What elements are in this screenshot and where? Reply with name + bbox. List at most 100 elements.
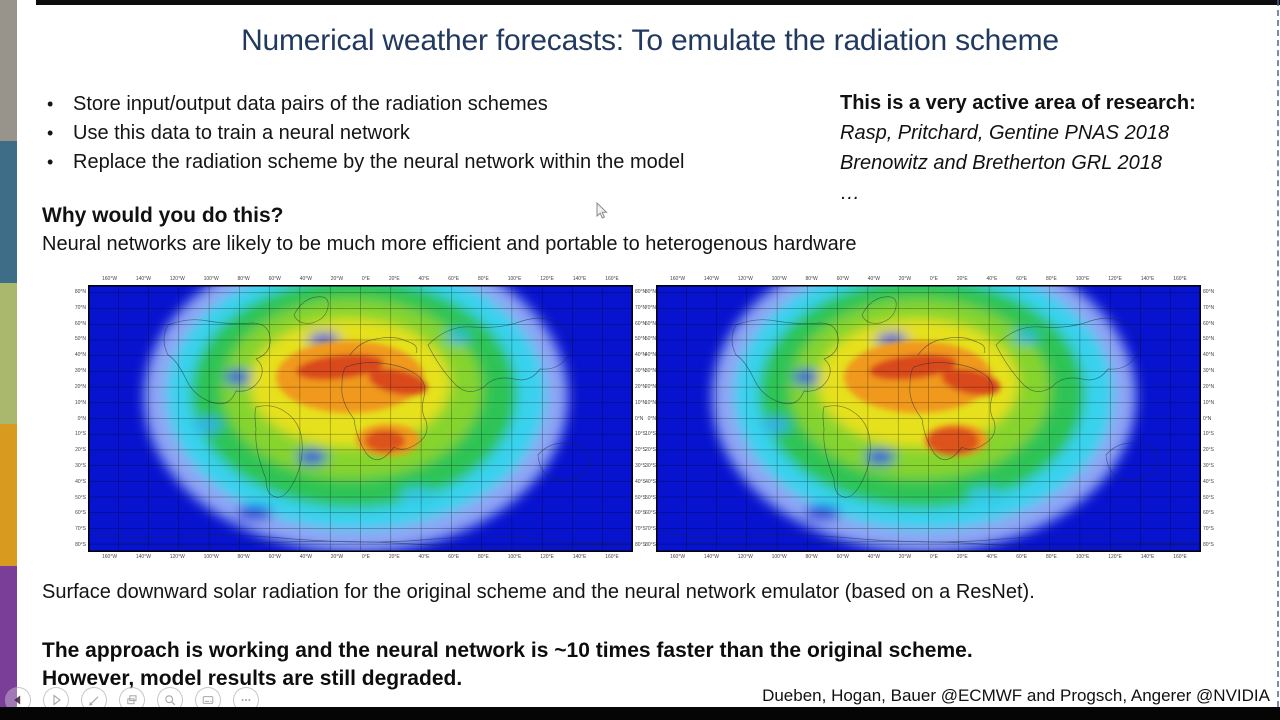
reference: Rasp, Pritchard, Gentine PNAS 2018	[840, 122, 1170, 144]
axis-tick-label: 70°N	[1203, 304, 1215, 311]
axis-tick-label: 140°E	[1140, 276, 1155, 282]
axis-tick-label: 30°N	[635, 368, 647, 375]
axis-tick-label: 20°N	[1203, 383, 1215, 390]
axis-tick-label: 40°N	[635, 352, 647, 359]
axis-tick-label: 40°N	[644, 352, 656, 359]
axis-tick-label: 40°E	[986, 554, 998, 560]
axis-tick-label: 40°S	[1203, 478, 1214, 485]
axis-tick-label: 70°S	[1203, 526, 1214, 533]
figure-caption: Surface downward solar radiation for the…	[42, 581, 1035, 603]
lat-axis-right: 80°N 70°N 60°N 50°N 40°N 30°N 20°N 10°N 0°N 10°S 2…	[635, 285, 648, 552]
top-black-bar	[36, 0, 1280, 5]
axis-tick-label: 20°W	[898, 276, 912, 282]
axis-tick-label: 80°E	[1045, 554, 1057, 560]
axis-tick-label: 160°E	[605, 554, 619, 560]
axis-tick-label: 80°S	[645, 542, 656, 548]
axis-tick-label: 100°E	[507, 554, 522, 560]
axis-tick-label: 70°S	[75, 526, 86, 533]
axis-tick-label: 80°W	[237, 554, 250, 560]
axis-tick-label: 60°N	[644, 320, 656, 327]
axis-tick-label: 20°S	[75, 447, 86, 454]
axis-tick-label: 40°E	[418, 276, 430, 282]
axis-tick-label: 80°N	[74, 289, 86, 295]
right-dashed-border	[1277, 0, 1279, 707]
radiation-map-original	[88, 285, 633, 552]
why-heading: Why would you do this?	[42, 204, 284, 227]
axis-tick-label: 80°W	[805, 554, 818, 560]
axis-tick-label: 40°W	[867, 554, 880, 560]
ellipsis-icon	[241, 699, 251, 701]
axis-tick-label: 60°W	[268, 554, 281, 560]
pen-icon	[89, 696, 99, 706]
axis-tick-label: 20°N	[635, 383, 647, 390]
axis-tick-label: 140°W	[135, 554, 151, 560]
axis-tick-label: 30°S	[75, 462, 86, 469]
axis-tick-label: 120°E	[540, 554, 554, 560]
axis-tick-label: 60°E	[1016, 554, 1028, 560]
axis-tick-label: 100°E	[1075, 276, 1090, 282]
axis-tick-label: 10°N	[644, 399, 656, 406]
axis-tick-label: 140°E	[572, 554, 587, 560]
conclusion-line: However, model results are still degrade…	[42, 667, 463, 690]
axis-tick-label: 120°W	[737, 554, 753, 560]
axis-tick-label: 140°E	[572, 276, 587, 282]
axis-tick-label: 140°W	[703, 554, 719, 560]
axis-tick-label: 60°N	[74, 320, 86, 327]
axis-tick-label: 70°N	[635, 304, 647, 311]
axis-tick-label: 20°S	[1203, 447, 1214, 454]
lon-axis-bottom: 160°W 140°W 120°W 100°W 80°W 60°W 40°W 20°W 0°E 2…	[656, 554, 1201, 560]
axis-tick-label: 100°E	[507, 276, 522, 282]
axis-tick-label: 60°S	[635, 510, 646, 517]
axis-tick-label: 50°S	[635, 494, 646, 501]
axis-tick-label: 80°S	[1203, 542, 1214, 548]
axis-tick-label: 10°N	[635, 399, 647, 406]
axis-tick-label: 40°N	[1203, 352, 1215, 359]
axis-tick-label: 10°N	[1203, 399, 1215, 406]
axis-tick-label: 50°N	[1203, 336, 1215, 343]
axis-tick-label: 80°N	[1203, 289, 1215, 295]
lat-axis-left: 80°N 70°N 60°N 50°N 40°N 30°N 20°N 10°N 0°N 10°S 2…	[644, 285, 656, 552]
axis-tick-label: 50°N	[644, 336, 656, 343]
research-note: This is a very active area of research: …	[840, 88, 1196, 208]
slide-grid-icon	[127, 695, 137, 705]
axis-tick-label: 60°E	[1016, 276, 1028, 282]
axis-tick-label: 0°N	[647, 415, 656, 422]
axis-tick-label: 20°E	[388, 276, 400, 282]
axis-tick-label: 50°N	[635, 336, 647, 343]
strip-segment	[0, 565, 17, 708]
axis-tick-label: 60°E	[448, 276, 460, 282]
slide-edge-color-strip	[0, 0, 17, 708]
axis-tick-label: 20°E	[956, 276, 968, 282]
axis-tick-label: 0°N	[1203, 415, 1212, 422]
axis-tick-label: 20°W	[330, 276, 344, 282]
axis-tick-label: 60°W	[836, 276, 849, 282]
next-arrow-icon	[53, 694, 61, 706]
axis-tick-label: 0°E	[929, 554, 938, 560]
reference: Brenowitz and Bretherton GRL 2018	[840, 152, 1163, 174]
axis-tick-label: 60°W	[268, 276, 281, 282]
author-credit: Dueben, Hogan, Bauer @ECMWF and Progsch,…	[762, 686, 1270, 705]
lon-axis-top: 160°W 140°W 120°W 100°W 80°W 60°W 40°W 20°W 0°E 2…	[656, 276, 1201, 282]
axis-tick-label: 10°S	[645, 431, 656, 438]
axis-tick-label: 80°N	[635, 289, 647, 295]
axis-tick-label: 70°S	[635, 526, 646, 533]
lat-axis-left: 80°N 70°N 60°N 50°N 40°N 30°N 20°N 10°N 0°N 10°S 2…	[62, 285, 86, 552]
axis-tick-label: 10°S	[635, 431, 646, 438]
axis-tick-label: 100°W	[203, 554, 219, 560]
axis-tick-label: 60°S	[1203, 510, 1214, 517]
axis-tick-label: 80°E	[477, 554, 489, 560]
axis-tick-label: 40°S	[645, 478, 656, 485]
axis-tick-label: 120°W	[169, 554, 185, 560]
axis-tick-label: 0°E	[361, 276, 370, 282]
axis-tick-label: 20°N	[644, 383, 656, 390]
mouse-cursor-icon	[596, 201, 608, 225]
axis-tick-label: 160°E	[1173, 276, 1187, 282]
axis-tick-label: 70°N	[644, 304, 656, 311]
axis-tick-label: 20°E	[956, 554, 968, 560]
axis-tick-label: 80°N	[644, 289, 656, 295]
axis-tick-label: 50°N	[74, 336, 86, 343]
axis-tick-label: 40°E	[418, 554, 430, 560]
radiation-map-emulator	[656, 285, 1201, 552]
axis-tick-label: 20°S	[635, 447, 646, 454]
